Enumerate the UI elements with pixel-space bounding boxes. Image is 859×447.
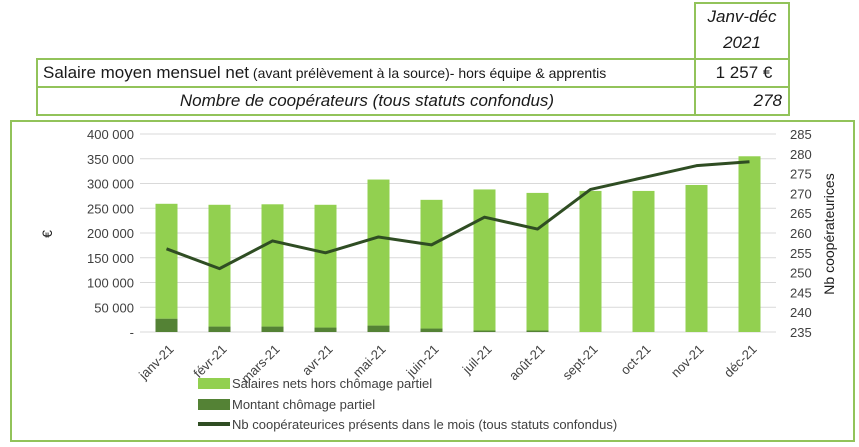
cooperators-label: Nombre de coopérateurs (tous statuts con… <box>179 91 555 110</box>
y2-axis-label: Nb coopérateurices <box>821 173 837 294</box>
chart-frame: - 50 000 100 000 150 000 200 000 250 000 300 0… <box>10 120 855 442</box>
salary-row: Salaire moyen mensuel net (avant prélève… <box>36 58 790 88</box>
salary-value: 1 257 € <box>715 63 773 82</box>
salary-bar <box>738 156 761 332</box>
salary-row-divider <box>694 60 696 86</box>
legend-swatch-salary <box>198 378 230 389</box>
chomage-bar <box>314 327 337 332</box>
y2-tick-label: 265 <box>790 206 812 221</box>
cooperators-row-divider <box>694 88 696 114</box>
legend-label-salary: Salaires nets hors chômage partiel <box>232 376 432 391</box>
y2-tick-label: 275 <box>790 167 812 182</box>
x-tick-label: févr-21 <box>190 342 229 381</box>
salary-label-main: Salaire moyen mensuel net <box>43 63 250 82</box>
salary-bar <box>579 190 602 332</box>
salary-bar <box>155 203 178 319</box>
y-tick-label: 50 000 <box>94 300 134 315</box>
legend-label-chomage: Montant chômage partiel <box>232 397 375 412</box>
y2-tick-label: 235 <box>790 325 812 340</box>
salary-bar <box>526 192 549 331</box>
salary-bar <box>632 190 655 332</box>
chomage-bar <box>473 330 496 332</box>
cooperators-line <box>165 160 750 271</box>
y-axis-right: 235 240 245 250 255 260 265 270 275 280 285 <box>790 127 812 340</box>
salary-bar <box>420 199 443 329</box>
salary-bar <box>208 204 231 327</box>
gridlines <box>140 133 776 333</box>
y2-tick-label: 280 <box>790 147 812 162</box>
y2-tick-label: 255 <box>790 246 812 261</box>
period-header-line2: 2021 <box>723 33 761 52</box>
y-tick-label: 250 000 <box>87 201 134 216</box>
salary-row-label: Salaire moyen mensuel net (avant prélève… <box>43 60 606 86</box>
cooperators-line-path <box>165 160 750 271</box>
legend-label-line: Nb coopérateurices présents dans le mois… <box>232 417 617 432</box>
y2-tick-label: 245 <box>790 285 812 300</box>
y2-tick-label: 260 <box>790 226 812 241</box>
y2-tick-label: 250 <box>790 266 812 281</box>
x-tick-label: déc-21 <box>721 342 760 381</box>
y-tick-label: 400 000 <box>87 127 134 142</box>
combo-chart: - 50 000 100 000 150 000 200 000 250 000 300 0… <box>39 127 837 432</box>
y2-tick-label: 285 <box>790 127 812 142</box>
salary-bar <box>314 204 337 328</box>
salary-bar <box>685 184 708 332</box>
x-tick-label: juin-21 <box>403 342 442 381</box>
y-tick-label: - <box>130 325 134 340</box>
cooperators-value: 278 <box>753 91 782 110</box>
y-axis-left: - 50 000 100 000 150 000 200 000 250 000 300 0… <box>87 127 134 340</box>
x-tick-label: mai-21 <box>350 342 389 381</box>
period-header: Janv-déc 2021 <box>694 2 790 58</box>
legend-swatch-chomage <box>198 399 230 410</box>
x-tick-label: avr-21 <box>299 342 336 379</box>
x-tick-label: janv-21 <box>135 342 176 383</box>
y-tick-label: 150 000 <box>87 251 134 266</box>
period-header-line1: Janv-déc <box>707 7 777 26</box>
x-tick-label: août-21 <box>506 342 548 384</box>
chomage-bar <box>155 318 178 332</box>
x-tick-label: oct-21 <box>617 342 653 378</box>
salary-bar <box>367 179 390 326</box>
chomage-bar <box>526 330 549 332</box>
chomage-bar <box>420 328 443 332</box>
x-tick-label: nov-21 <box>668 342 707 381</box>
y-tick-label: 200 000 <box>87 226 134 241</box>
y2-tick-label: 240 <box>790 305 812 320</box>
chomage-bar <box>208 326 231 332</box>
bars <box>155 156 761 332</box>
x-tick-label: sept-21 <box>559 342 600 383</box>
chomage-bar <box>367 325 390 332</box>
cooperators-row: Nombre de coopérateurs (tous statuts con… <box>36 86 790 116</box>
y-axis-label: € <box>39 230 55 238</box>
y-tick-label: 100 000 <box>87 276 134 291</box>
y-tick-label: 350 000 <box>87 152 134 167</box>
legend: Salaires nets hors chômage partiel Montan… <box>198 376 617 432</box>
salary-bar <box>261 204 284 327</box>
chomage-bar <box>261 326 284 332</box>
salary-label-detail: (avant prélèvement à la source)- hors éq… <box>249 65 607 81</box>
salary-bar <box>473 189 496 331</box>
y-tick-label: 300 000 <box>87 177 134 192</box>
y2-tick-label: 270 <box>790 186 812 201</box>
x-tick-label: juil-21 <box>459 342 495 378</box>
